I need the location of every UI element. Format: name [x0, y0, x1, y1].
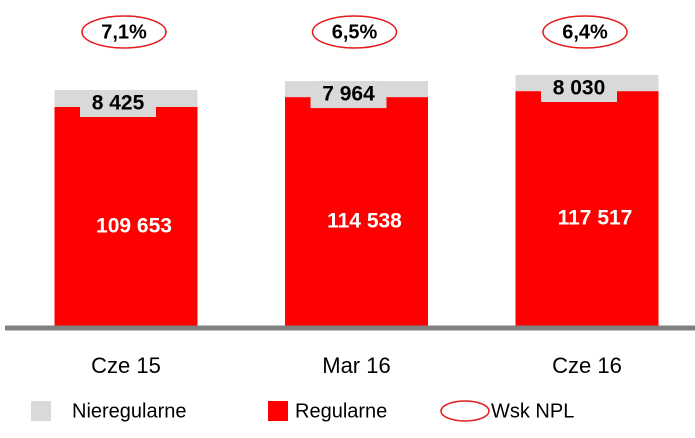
- value-label: 114 538: [327, 210, 402, 233]
- npl-label: 6,5%: [332, 21, 378, 43]
- npl-label: 7,1%: [101, 21, 147, 43]
- value-label: 7 964: [322, 83, 375, 106]
- legend-swatch: [268, 401, 288, 421]
- npl-ellipse: [311, 15, 398, 49]
- legend-swatch: [440, 400, 490, 422]
- x-tick-label: Cze 15: [91, 353, 161, 378]
- x-tick-label: Mar 16: [322, 353, 390, 378]
- npl-label: 6,4%: [562, 21, 608, 43]
- bar-segment: [54, 106, 198, 327]
- npl-ellipse: [81, 15, 167, 49]
- value-label: 109 653: [96, 214, 172, 237]
- legend-label: Wsk NPL: [491, 400, 574, 422]
- legend-swatch: [31, 401, 51, 421]
- label-box: [80, 89, 156, 117]
- label-box: [310, 81, 387, 109]
- npl-ellipse: [542, 15, 628, 49]
- value-label: 117 517: [558, 207, 633, 230]
- x-tick-label: Cze 16: [552, 353, 622, 378]
- bar-segment: [285, 97, 428, 327]
- legend-label: Regularne: [295, 400, 387, 422]
- value-label: 8 425: [92, 92, 145, 115]
- legend-label: Nieregularne: [72, 400, 187, 422]
- bar-segment: [515, 91, 659, 327]
- value-label: 8 030: [553, 77, 606, 100]
- label-box: [541, 75, 617, 102]
